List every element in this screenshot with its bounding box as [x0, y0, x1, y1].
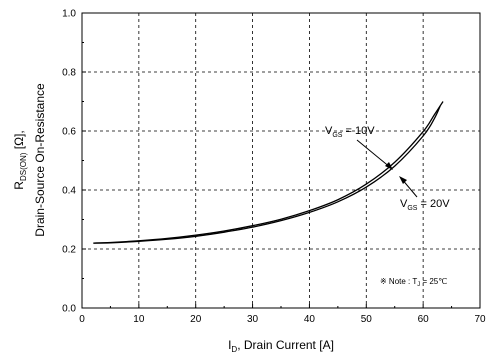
- series-line-vgs-20v: [93, 105, 441, 244]
- x-tick-label: 70: [474, 314, 486, 325]
- x-tick-label: 0: [79, 314, 85, 325]
- x-axis-label: ID, Drain Current [A]: [228, 338, 334, 354]
- axis-ticks: 0 10 20 30 40 50 60 70 0.0 0.2 0.4 0.6 0.8 1.0: [62, 9, 486, 326]
- y-axis-label-line2: Drain-Source On-Resistance: [33, 83, 47, 237]
- y-axis-label-line1: RDS(ON) [Ω],: [12, 130, 28, 189]
- x-tick-label: 30: [247, 314, 259, 325]
- y-tick-label: 0.0: [62, 304, 76, 315]
- annotation-arrowhead-20v: [399, 176, 407, 184]
- grid-lines: [82, 13, 480, 308]
- annotation-arrow-10v: [356, 139, 392, 169]
- series-curves: [93, 101, 444, 244]
- annotation-arrowhead-10v: [385, 162, 393, 170]
- x-tick-label: 50: [361, 314, 373, 325]
- annotation-vgs-10v: VGS = 10V: [325, 125, 375, 139]
- y-tick-label: 0.4: [62, 186, 76, 197]
- series-line-vgs-10v: [93, 101, 444, 244]
- y-tick-label: 0.8: [62, 68, 76, 79]
- plot-frame: [81, 12, 481, 309]
- x-tick-label: 40: [304, 314, 316, 325]
- x-tick-label: 10: [133, 314, 145, 325]
- x-tick-label: 60: [418, 314, 430, 325]
- note-text: ※ Note : TJ = 25℃: [380, 277, 447, 288]
- y-tick-label: 0.2: [62, 245, 76, 256]
- x-tick-label: 20: [190, 314, 202, 325]
- y-tick-label: 1.0: [62, 9, 76, 20]
- annotation-vgs-20v: VGS = 20V: [400, 198, 450, 212]
- y-tick-label: 0.6: [62, 127, 76, 138]
